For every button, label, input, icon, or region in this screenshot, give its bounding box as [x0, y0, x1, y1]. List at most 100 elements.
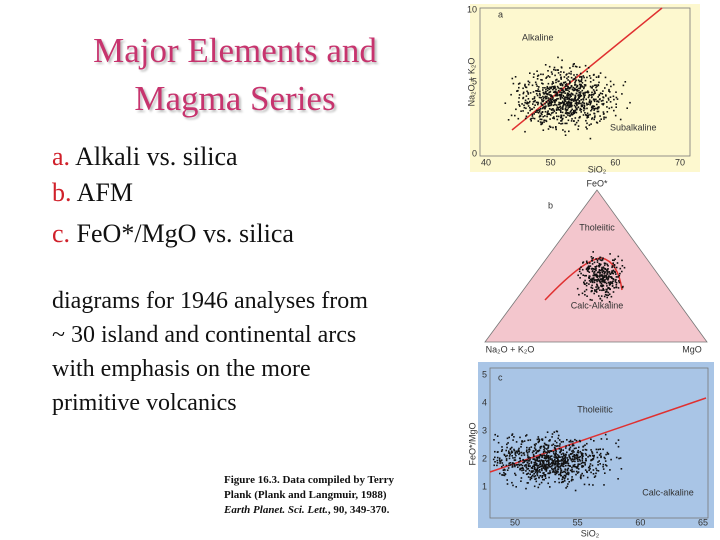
dot: [568, 481, 570, 483]
dot: [619, 457, 622, 459]
dot: [551, 83, 553, 85]
dot: [511, 455, 513, 457]
dot: [567, 89, 569, 91]
dot: [528, 101, 530, 104]
dot: [593, 112, 596, 115]
dot: [558, 448, 561, 450]
dot: [544, 468, 547, 471]
dot: [568, 72, 570, 75]
dot: [531, 451, 534, 454]
dot: [517, 449, 520, 451]
dot: [592, 469, 595, 471]
dot: [602, 103, 604, 106]
dot: [581, 101, 584, 104]
dot: [600, 283, 603, 285]
dot: [515, 450, 518, 453]
dot: [556, 91, 558, 94]
dot: [567, 76, 570, 78]
dot: [564, 477, 566, 479]
dot: [566, 96, 568, 98]
dot: [560, 458, 563, 461]
dot: [518, 463, 520, 466]
dot: [608, 284, 611, 286]
dot: [603, 289, 605, 291]
dot: [565, 83, 568, 85]
dot: [608, 88, 610, 91]
dot: [586, 261, 588, 264]
dot: [529, 92, 532, 94]
list-letter: c.: [52, 219, 71, 248]
dot: [611, 265, 614, 267]
dot: [605, 290, 607, 293]
y-tick-label: 1: [482, 481, 487, 491]
dot: [563, 82, 565, 84]
dot: [579, 455, 581, 458]
dot: [579, 463, 581, 466]
dot: [555, 441, 558, 444]
dot: [585, 288, 588, 291]
dot: [609, 101, 612, 103]
dot: [534, 461, 537, 464]
dot: [570, 70, 572, 73]
dot: [566, 77, 568, 80]
caption-line: Plank (Plank and Langmuir, 1988): [224, 489, 387, 501]
dot: [600, 438, 603, 440]
dot: [577, 98, 579, 100]
dot: [596, 275, 599, 277]
dot: [556, 118, 559, 121]
dot: [534, 81, 537, 84]
dot: [600, 263, 602, 266]
dot: [583, 105, 586, 108]
dot: [572, 455, 575, 458]
dot: [544, 107, 546, 110]
title-line: Magma Series: [134, 79, 336, 118]
dot: [621, 265, 624, 267]
dot: [548, 65, 551, 68]
dot: [596, 110, 599, 113]
dot: [540, 112, 542, 115]
dot: [602, 111, 605, 113]
dot: [579, 87, 581, 90]
dot: [591, 452, 594, 454]
dot: [583, 95, 586, 98]
dot: [606, 294, 608, 296]
dot: [492, 458, 495, 461]
dot: [552, 97, 554, 99]
dot: [523, 106, 526, 109]
dot: [603, 272, 606, 274]
dot: [520, 480, 522, 482]
dot: [555, 463, 557, 465]
dot: [603, 112, 605, 115]
dot: [584, 464, 586, 466]
dot: [578, 66, 581, 68]
dot: [598, 106, 600, 108]
dot: [583, 106, 585, 109]
dot: [558, 80, 560, 82]
dot: [540, 103, 543, 106]
dot: [541, 111, 544, 113]
dot: [544, 91, 547, 93]
dot: [590, 123, 592, 125]
dot: [515, 108, 517, 111]
dot: [573, 465, 576, 468]
dot: [515, 454, 517, 457]
dot: [607, 279, 609, 281]
dot: [541, 438, 544, 440]
dot: [598, 94, 600, 97]
dot: [574, 102, 577, 105]
dot: [510, 93, 512, 96]
dot: [598, 460, 600, 462]
dot: [564, 100, 566, 103]
dot: [575, 66, 578, 68]
divider-curve: [544, 257, 623, 301]
x-tick-label: 55: [573, 517, 583, 527]
dot: [548, 462, 550, 464]
dot: [609, 80, 612, 83]
dot: [586, 76, 588, 79]
dot: [541, 439, 544, 441]
dot: [615, 273, 617, 275]
dot: [548, 464, 550, 466]
dot: [587, 114, 590, 116]
dot: [560, 116, 562, 119]
dot: [551, 436, 553, 438]
